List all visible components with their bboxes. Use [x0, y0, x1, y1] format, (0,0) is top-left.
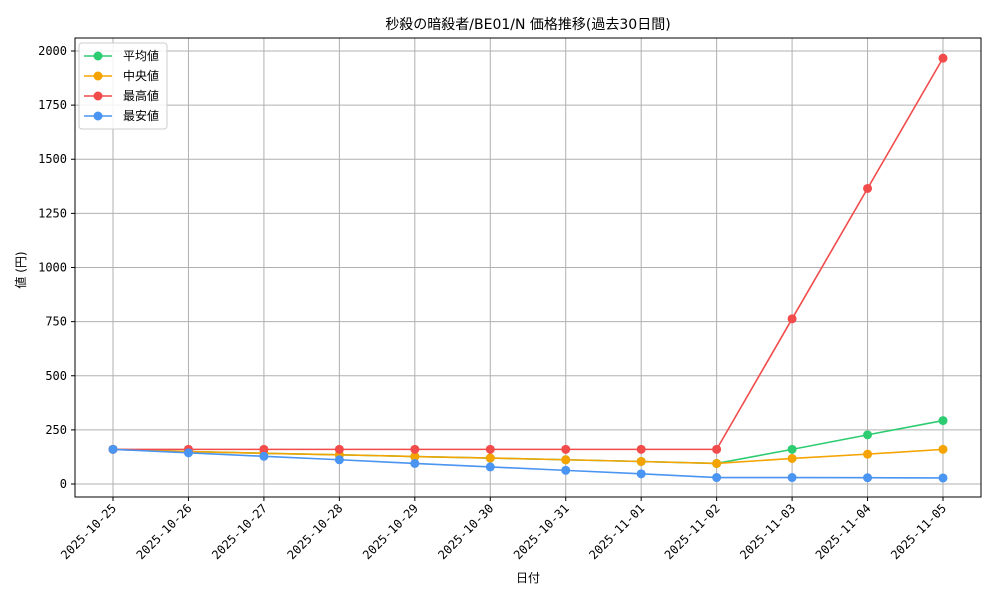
series-line [112, 448, 944, 465]
data-point [259, 444, 269, 454]
x-tick-label: 2025-10-28 [284, 501, 345, 562]
x-tick-label: 2025-10-29 [360, 501, 421, 562]
legend-marker [93, 51, 103, 61]
y-axis-label: 値 (円) [13, 251, 28, 288]
legend-item: 中央値 [84, 68, 159, 83]
data-point [938, 444, 948, 454]
y-tick-label: 1750 [38, 98, 67, 112]
y-tick-label: 1000 [38, 261, 67, 275]
data-point [108, 444, 118, 454]
data-point [863, 449, 873, 459]
y-tick-label: 0 [60, 477, 67, 491]
data-point [636, 469, 646, 479]
data-point [410, 444, 420, 454]
x-tick-label: 2025-10-27 [209, 501, 270, 562]
data-point [863, 473, 873, 483]
data-point [485, 462, 495, 472]
x-tick-label: 2025-10-25 [58, 501, 119, 562]
data-point [938, 473, 948, 483]
legend-label: 平均値 [123, 48, 159, 63]
series-line [113, 57, 944, 451]
series-中央値 [108, 444, 948, 468]
series-最安値 [108, 444, 948, 483]
series-line [112, 448, 944, 479]
data-point [787, 314, 797, 324]
series-最高値 [108, 53, 948, 454]
data-point [636, 456, 646, 466]
data-point [712, 458, 722, 468]
series-平均値 [108, 416, 948, 468]
data-point [561, 465, 571, 475]
legend-label: 最高値 [123, 88, 159, 103]
legend-label: 中央値 [123, 68, 159, 83]
chart-title: 秒殺の暗殺者/BE01/N 価格推移(過去30日間) [385, 17, 670, 33]
data-point [863, 183, 873, 193]
legend-marker [93, 91, 103, 101]
y-axis: 0 250 500 750 1000 1250 1500 1750 2000 [38, 44, 75, 491]
legend-marker [93, 71, 103, 81]
data-point [787, 473, 797, 483]
data-point [259, 451, 269, 461]
legend-label: 最安値 [123, 108, 159, 123]
x-tick-label: 2025-10-30 [435, 501, 496, 562]
data-point [787, 444, 797, 454]
x-tick-label: 2025-10-31 [511, 501, 572, 562]
legend-box [78, 42, 168, 130]
data-point [410, 452, 420, 462]
x-axis: 2025-10-25 2025-10-26 2025-10-27 2025-10-28… [58, 497, 949, 562]
data-point [485, 453, 495, 463]
series-layer [108, 53, 948, 483]
y-tick-label: 1250 [38, 206, 67, 220]
y-tick-label: 500 [45, 369, 67, 383]
data-point [410, 458, 420, 468]
data-point [561, 444, 571, 454]
legend-item: 最高値 [84, 88, 159, 103]
data-point [787, 453, 797, 463]
y-tick-label: 250 [45, 423, 67, 437]
data-point [334, 455, 344, 465]
legend-item: 平均値 [84, 48, 159, 63]
x-tick-label: 2025-11-04 [813, 501, 874, 562]
x-tick-label: 2025-11-02 [662, 501, 723, 562]
x-tick-label: 2025-10-26 [134, 501, 195, 562]
legend-marker [93, 111, 103, 121]
data-point [712, 473, 722, 483]
x-tick-label: 2025-11-03 [737, 501, 798, 562]
data-point [485, 444, 495, 454]
data-point [938, 53, 948, 63]
x-tick-label: 2025-11-05 [888, 501, 949, 562]
y-tick-label: 1500 [38, 152, 67, 166]
x-tick-label: 2025-11-01 [586, 501, 647, 562]
data-point [863, 430, 873, 440]
x-axis-label: 日付 [516, 571, 540, 585]
data-point [183, 448, 193, 458]
data-point [636, 444, 646, 454]
y-tick-label: 750 [45, 315, 67, 329]
data-point [561, 455, 571, 465]
data-point [334, 444, 344, 454]
data-point [712, 444, 722, 454]
y-tick-label: 2000 [38, 44, 67, 58]
data-point [938, 416, 948, 426]
grid [75, 38, 981, 497]
legend-item: 最安値 [84, 108, 159, 123]
